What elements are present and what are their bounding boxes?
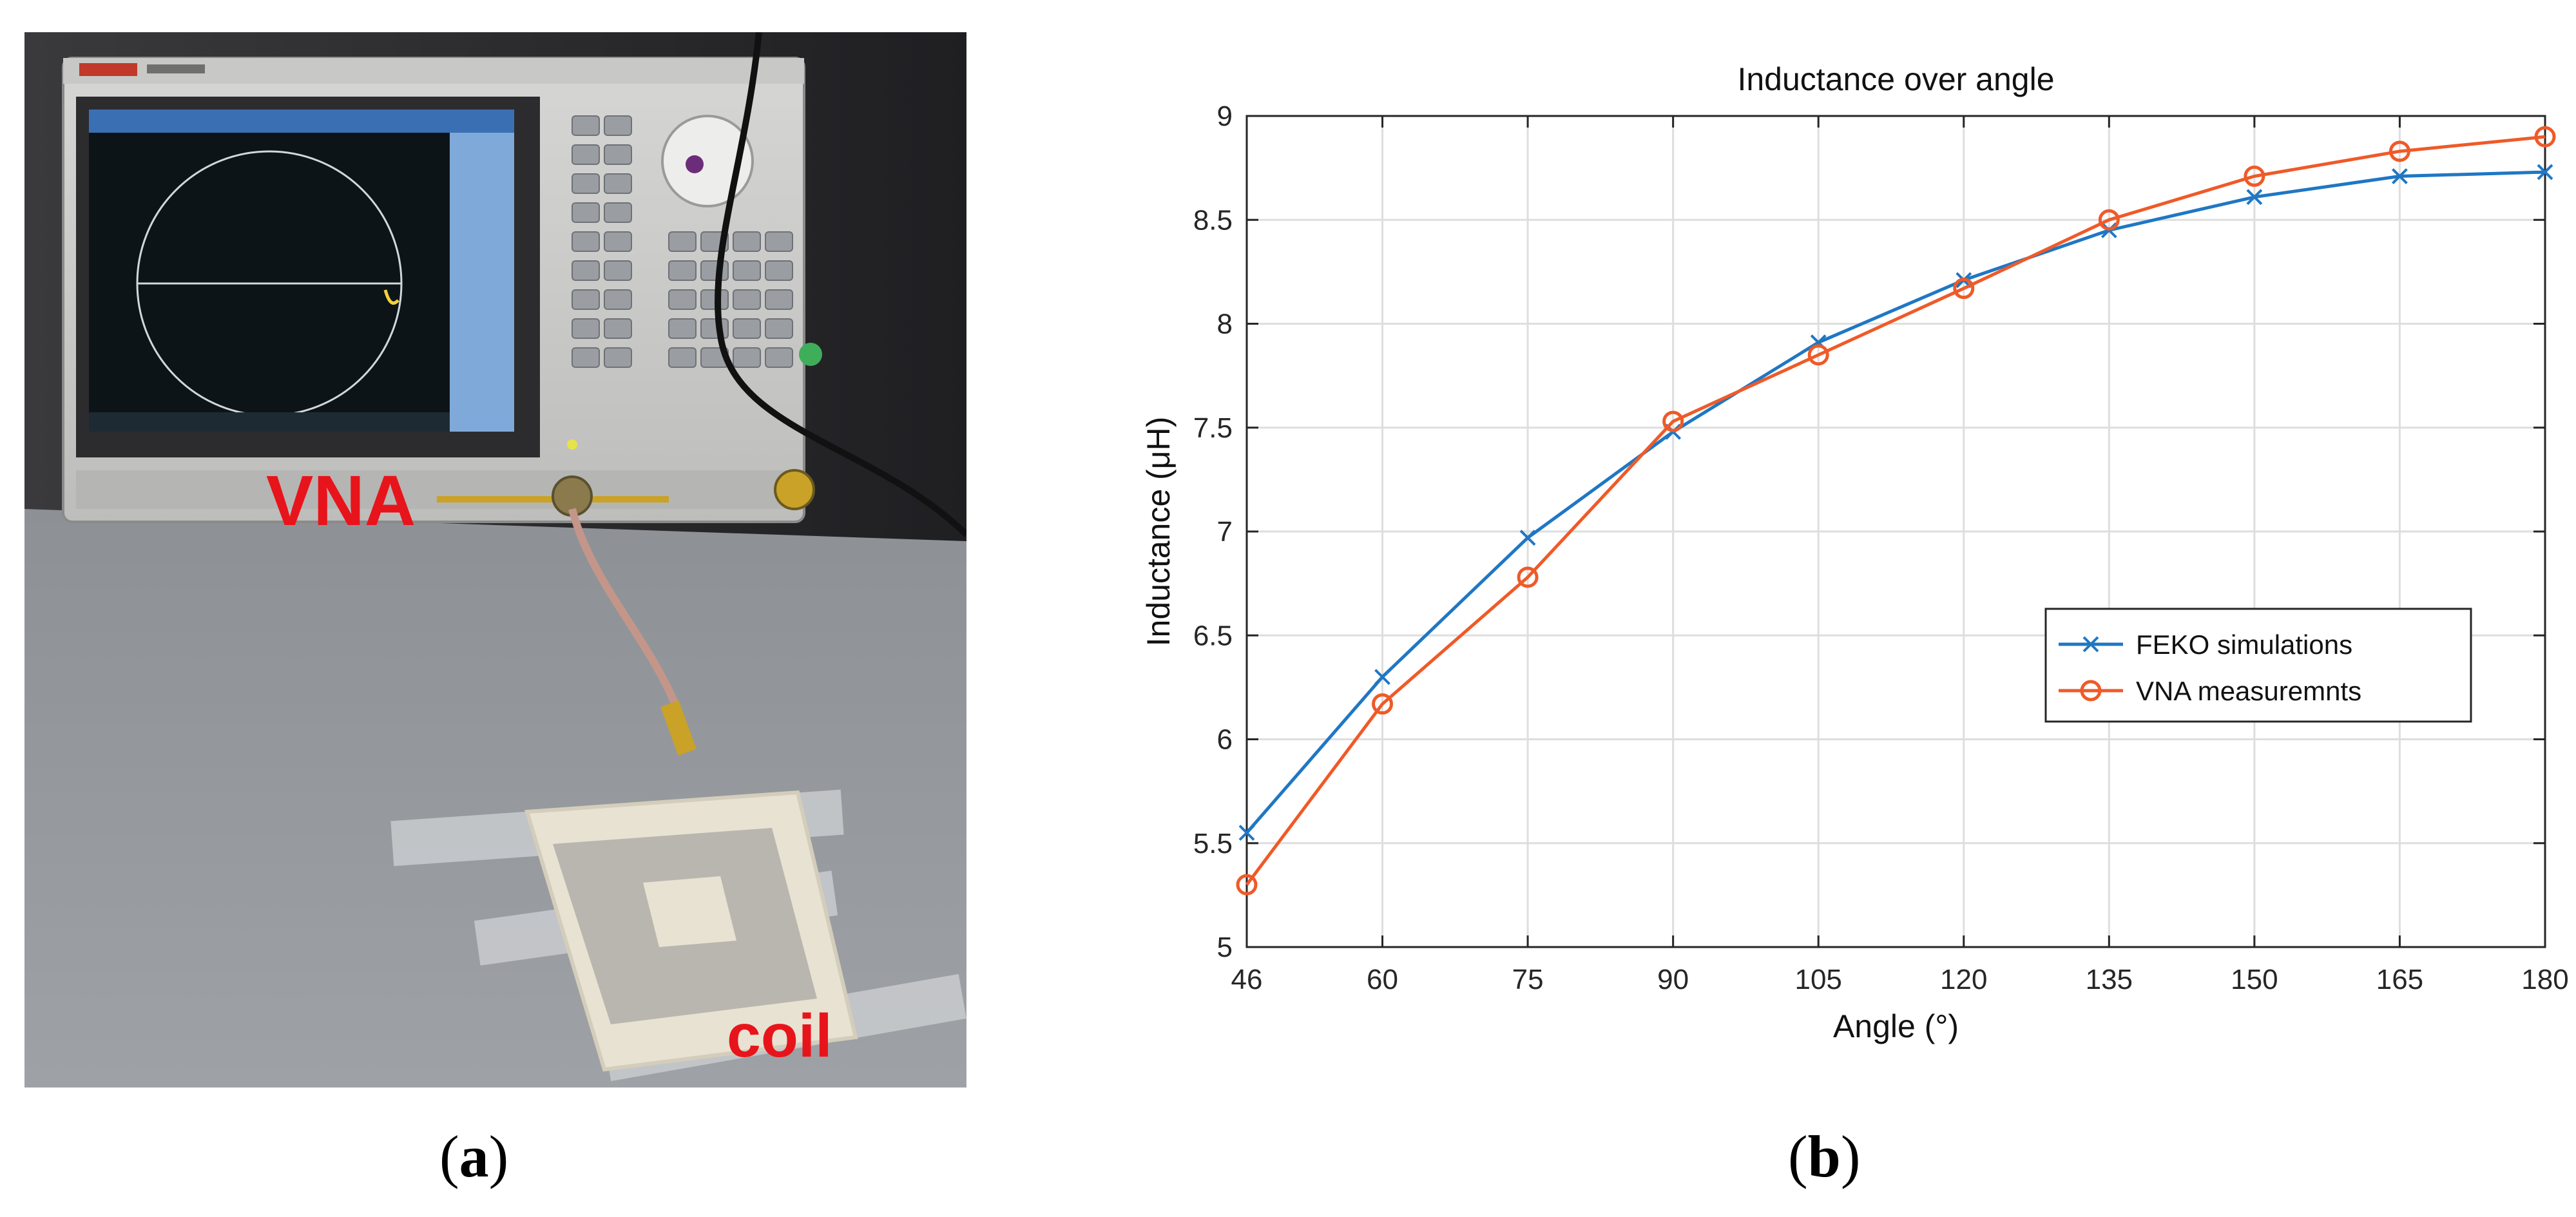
- x-tick-label: 75: [1512, 964, 1544, 995]
- data-point: [1238, 825, 1255, 841]
- data-point: [1236, 874, 1258, 896]
- y-tick-label: 5.5: [1193, 828, 1233, 859]
- coil-label: coil: [727, 1002, 832, 1070]
- x-axis-label: Angle (°): [1833, 1008, 1959, 1044]
- y-tick-label: 5: [1217, 932, 1233, 963]
- data-point: [2080, 680, 2102, 702]
- data-point: [1519, 530, 1536, 546]
- data-point: [1953, 278, 1975, 300]
- legend-label: VNA measuremnts: [2136, 676, 2361, 706]
- data-point: [2392, 168, 2408, 184]
- data-point: [1517, 566, 1539, 588]
- data-point: [2537, 164, 2553, 180]
- data-point: [1372, 693, 1394, 715]
- keypad: [572, 115, 793, 368]
- y-tick-label: 8.5: [1193, 204, 1233, 236]
- vna-instrument: [62, 57, 822, 523]
- data-point: [1807, 344, 1829, 366]
- port-2: [774, 469, 815, 510]
- data-point: [1374, 669, 1390, 685]
- y-axis-label: Inductance (μH): [1140, 417, 1177, 647]
- x-tick-label: 46: [1231, 964, 1263, 995]
- legend-entry: VNA measuremnts: [2059, 676, 2361, 706]
- x-tick-label: 135: [2086, 964, 2133, 995]
- x-tick-label: 150: [2231, 964, 2278, 995]
- chart-title: Inductance over angle: [1737, 61, 2054, 97]
- x-tick-label: 90: [1657, 964, 1689, 995]
- x-tick-label: 180: [2521, 964, 2568, 995]
- grid: [1245, 115, 2546, 948]
- y-tick-label: 9: [1217, 101, 1233, 132]
- x-tick-label: 105: [1794, 964, 1841, 995]
- y-tick-label: 7: [1217, 516, 1233, 548]
- y-tick-label: 8: [1217, 309, 1233, 340]
- legend-box: [2044, 608, 2472, 723]
- inductance-chart: 46 60 75 90 105 120 135 150 165 180 5 5.5 6 6.5 7 7.5 8 8…: [1140, 61, 2569, 1044]
- data-point: [2098, 209, 2120, 231]
- y-tick-label: 7.5: [1193, 412, 1233, 444]
- data-point: [2082, 636, 2099, 653]
- smith-chart-screen: [89, 110, 514, 432]
- legend-entry: FEKO simulations: [2059, 629, 2352, 660]
- series-line: [1245, 135, 2546, 886]
- caption-a: (a): [439, 1124, 509, 1189]
- data-point: [1662, 410, 1684, 432]
- legend-label: FEKO simulations: [2136, 629, 2352, 660]
- series: [1236, 126, 2556, 896]
- vna-setup-photo: VNA coil: [24, 32, 966, 1088]
- series-line: [1245, 170, 2546, 834]
- y-tick-label: 6: [1217, 724, 1233, 756]
- y-tick-label: 6.5: [1193, 620, 1233, 651]
- data-point: [2534, 126, 2556, 148]
- coax-cable: [568, 508, 686, 723]
- data-point: [2244, 166, 2265, 187]
- black-cable: [714, 32, 966, 537]
- data-point: [2389, 140, 2410, 162]
- caption-b: (b): [1788, 1124, 1861, 1189]
- x-tick-label: 120: [1940, 964, 1987, 995]
- x-tick-label: 165: [2376, 964, 2423, 995]
- legend: FEKO simulations VNA measuremnts: [2044, 608, 2472, 723]
- coil-fabric: [524, 790, 858, 1072]
- series-2: [1236, 126, 2556, 896]
- rotary-knob: [661, 115, 754, 207]
- data-point: [2246, 189, 2263, 206]
- photo-panel: VNA coil: [24, 32, 966, 1088]
- axis-ticks: 46 60 75 90 105 120 135 150 165 180 5 5.5 6 6.5 7 7.5 8 8…: [1193, 101, 2569, 995]
- x-tick-label: 60: [1367, 964, 1398, 995]
- vna-label: VNA: [266, 461, 416, 541]
- chart-panel: 46 60 75 90 105 120 135 150 165 180 5 5.5 6 6.5 7 7.5 8 8…: [1108, 32, 2576, 1089]
